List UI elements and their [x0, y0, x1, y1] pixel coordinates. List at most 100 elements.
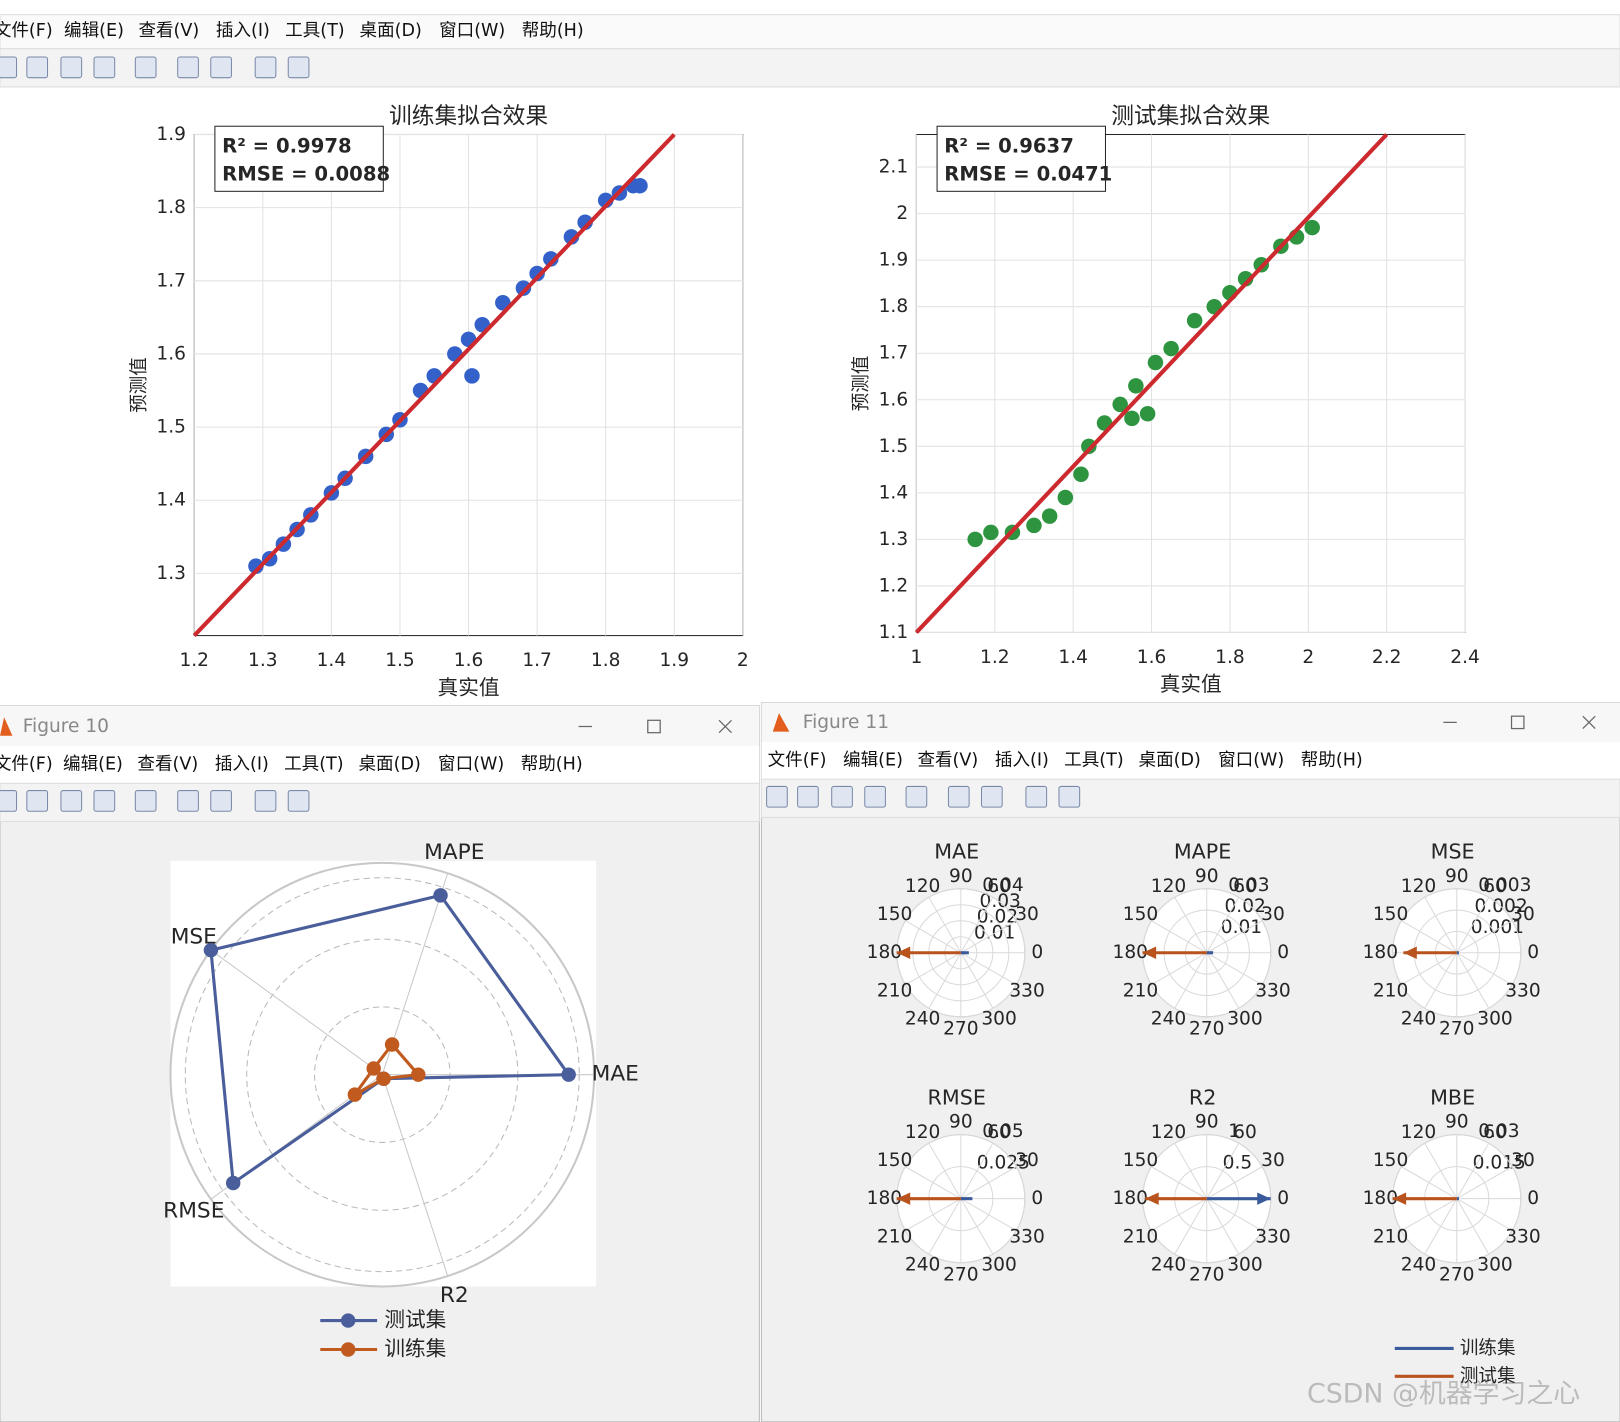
theta-tick-label: 210: [1123, 980, 1158, 1001]
toolbar-button[interactable]: [134, 790, 157, 812]
y-tick-label: 1.8: [879, 296, 909, 317]
theta-tick-label: 150: [1373, 1150, 1408, 1171]
theta-tick-label: 330: [1505, 1226, 1540, 1247]
legend-label[interactable]: 训练集: [384, 1336, 446, 1360]
menu-item[interactable]: 窗口(W): [439, 21, 505, 41]
menu-item[interactable]: 查看(V): [917, 751, 978, 771]
y-tick-label: 1.5: [156, 417, 186, 438]
toolbar-button[interactable]: [905, 785, 928, 808]
fit-line: [914, 133, 1389, 634]
menu-item[interactable]: 查看(V): [138, 21, 199, 41]
toolbar-button[interactable]: [26, 56, 49, 79]
menu-item[interactable]: 插入(I): [215, 755, 269, 775]
menu-item[interactable]: 文件(F): [0, 755, 53, 775]
menu-item[interactable]: 文件(F): [768, 751, 827, 771]
subplot-title: RMSE: [928, 1085, 986, 1109]
spoke: [905, 1198, 962, 1232]
menu-item[interactable]: 插入(I): [216, 21, 270, 41]
toolbar-button[interactable]: [26, 790, 49, 812]
toolbar-button[interactable]: [831, 785, 853, 808]
menu-item[interactable]: 查看(V): [137, 755, 198, 775]
toolbar-button[interactable]: [60, 56, 83, 79]
theta-tick-label: 90: [949, 1112, 973, 1133]
subplot-title: MAE: [934, 840, 979, 864]
menu-item[interactable]: 桌面(D): [359, 755, 421, 775]
toolbar-button[interactable]: [797, 785, 819, 808]
x-tick-label: 1.2: [980, 647, 1010, 668]
legend-label[interactable]: 训练集: [1460, 1338, 1516, 1359]
toolbar-button[interactable]: [254, 56, 277, 79]
menu-item[interactable]: 工具(T): [284, 755, 344, 775]
theta-tick-label: 30: [1015, 1150, 1039, 1171]
theta-tick-label: 240: [1151, 1254, 1186, 1275]
toolbar-button[interactable]: [1058, 785, 1081, 808]
x-tick-label: 2: [1302, 647, 1314, 668]
toolbar-button[interactable]: [134, 56, 157, 79]
toolbar-button[interactable]: [210, 56, 232, 79]
matlab-icon: [0, 717, 13, 736]
toolbar-button[interactable]: [93, 790, 116, 812]
toolbar-button[interactable]: [864, 785, 886, 808]
theta-tick-label: 90: [1445, 1112, 1469, 1133]
theta-tick-label: 210: [877, 980, 912, 1001]
menu-item[interactable]: 帮助(H): [521, 755, 583, 775]
theta-tick-label: 270: [1189, 1019, 1224, 1040]
menu-item[interactable]: 工具(T): [1064, 751, 1124, 771]
x-tick-label: 1.2: [179, 650, 209, 671]
y-tick-label: 1.6: [879, 389, 909, 410]
menu-item[interactable]: 编辑(E): [843, 751, 903, 771]
menu-item[interactable]: 桌面(D): [1139, 751, 1201, 771]
chart-title: 训练集拟合效果: [389, 103, 548, 129]
window-title: Figure 11: [803, 712, 889, 733]
spoke: [1206, 952, 1240, 1009]
spoke: [1174, 1198, 1208, 1255]
arrow-head: [896, 946, 911, 959]
data-point: [983, 524, 999, 541]
theta-tick-label: 300: [1477, 1254, 1512, 1275]
toolbar-button[interactable]: [177, 790, 199, 812]
theta-tick-label: 300: [1227, 1254, 1262, 1275]
spoke: [1456, 1142, 1490, 1199]
theta-tick-label: 240: [1151, 1008, 1186, 1029]
window-controls[interactable]: [578, 715, 1596, 734]
menu-item[interactable]: 帮助(H): [522, 21, 584, 41]
spoke: [1151, 952, 1207, 986]
spoke: [1456, 897, 1490, 954]
toolbar-button[interactable]: [766, 785, 788, 808]
toolbar-button[interactable]: [287, 56, 310, 79]
toolbar-button[interactable]: [980, 785, 1003, 808]
menu-item[interactable]: 桌面(D): [360, 21, 422, 41]
menu-item[interactable]: 工具(T): [285, 21, 345, 41]
radar-marker: [203, 942, 219, 958]
toolbar-button[interactable]: [93, 56, 116, 79]
theta-tick-label: 180: [867, 942, 902, 963]
arrow-head: [896, 1192, 911, 1205]
toolbar-button[interactable]: [947, 785, 970, 808]
menu-item[interactable]: 编辑(E): [64, 21, 124, 41]
spoke: [1456, 1166, 1513, 1200]
radar-marker: [561, 1067, 576, 1082]
menu-item[interactable]: 编辑(E): [63, 755, 123, 775]
theta-tick-label: 30: [1261, 904, 1285, 925]
legend-label[interactable]: 测试集: [1460, 1366, 1516, 1387]
y-tick-label: 1.8: [156, 197, 186, 218]
menu-item[interactable]: 帮助(H): [1301, 751, 1363, 771]
toolbar-button[interactable]: [1025, 785, 1048, 808]
toolbar-button[interactable]: [287, 790, 310, 812]
menu-item[interactable]: 文件(F): [0, 21, 53, 41]
toolbar-button[interactable]: [254, 790, 277, 812]
menu-item[interactable]: 窗口(W): [1218, 751, 1284, 771]
axis-label: RMSE: [163, 1199, 224, 1224]
toolbar-button[interactable]: [0, 56, 18, 79]
toolbar-button[interactable]: [177, 56, 199, 79]
toolbar-button[interactable]: [0, 790, 18, 812]
theta-tick-label: 30: [1511, 904, 1535, 925]
theta-tick-label: 150: [1373, 904, 1408, 925]
menu-item[interactable]: 插入(I): [995, 751, 1049, 771]
legend-label[interactable]: 测试集: [384, 1308, 446, 1332]
x-tick-label: 2.2: [1372, 647, 1402, 668]
spoke: [1456, 952, 1490, 1009]
toolbar-button[interactable]: [60, 790, 83, 812]
toolbar-button[interactable]: [210, 790, 232, 812]
menu-item[interactable]: 窗口(W): [438, 755, 504, 775]
